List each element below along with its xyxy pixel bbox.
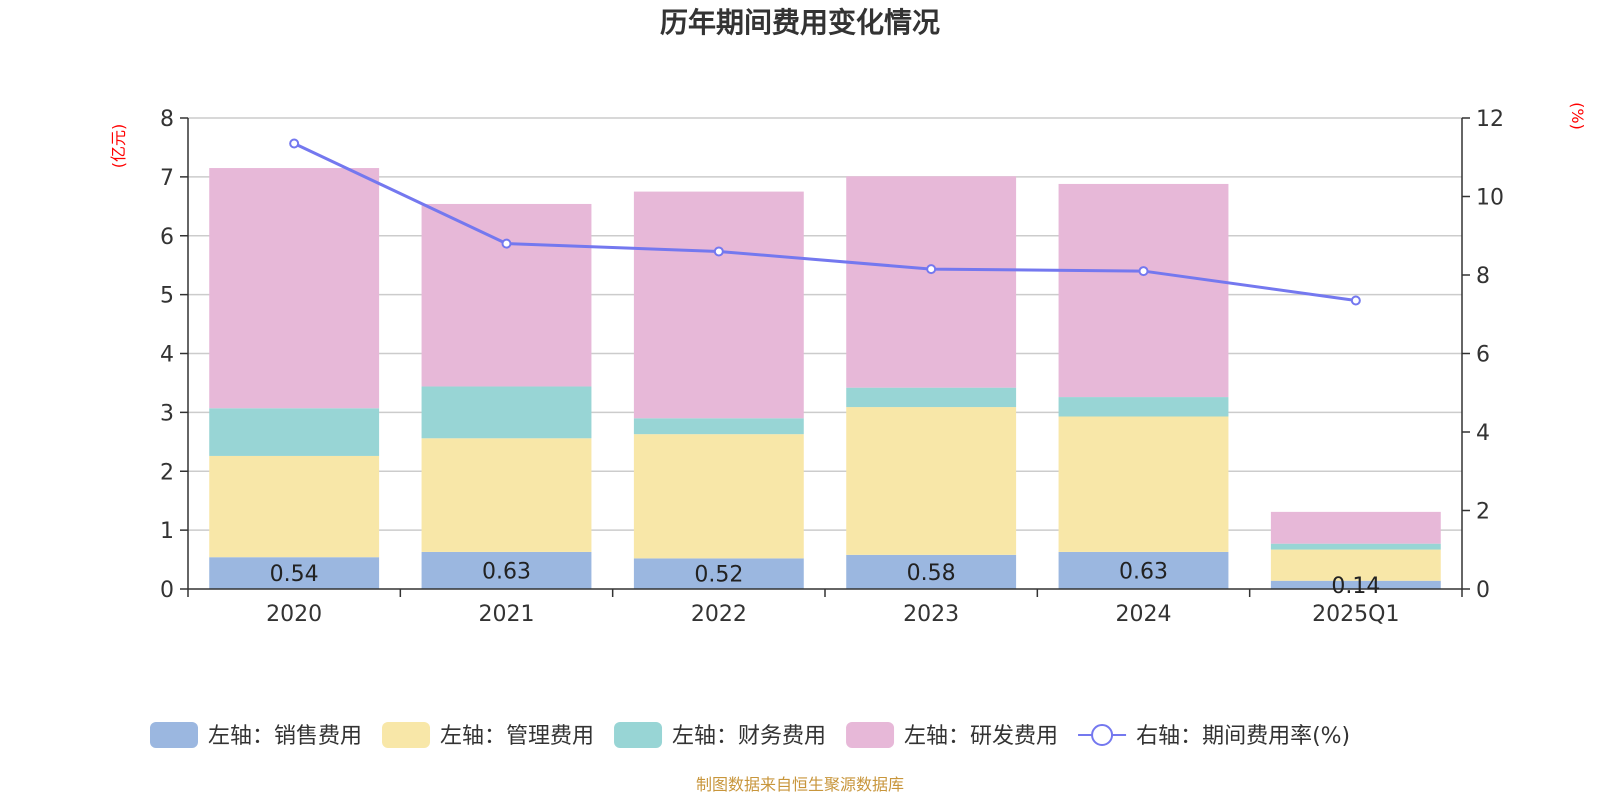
- x-tick-label: 2024: [1116, 602, 1172, 627]
- bar-segment: [1270, 549, 1441, 581]
- bar-segment: [1058, 183, 1229, 398]
- rate-line-path: [293, 142, 1357, 302]
- legend: 左轴：销售费用 左轴：管理费用 左轴：财务费用 左轴：研发费用 右轴：期间费用率(%): [150, 722, 1350, 749]
- bar-data-label: 0.63: [482, 559, 531, 584]
- data-labels: 0.54 0.63 0.52 0.58 0.63 0.14: [270, 559, 1381, 598]
- rate-point: [713, 246, 724, 257]
- bar-segment: [209, 408, 380, 456]
- bar-segment: [209, 455, 380, 558]
- right-tick-label: 10: [1476, 186, 1504, 211]
- legend-item: 左轴：研发费用: [846, 722, 1058, 749]
- legend-item: 左轴：管理费用: [382, 722, 594, 749]
- bar-segment: [1058, 397, 1229, 417]
- rate-point: [1138, 266, 1149, 277]
- right-tick-label: 0: [1476, 578, 1490, 603]
- bar-segment: [1270, 511, 1441, 544]
- bar-segment: [421, 386, 592, 439]
- right-tick-label: 6: [1476, 343, 1490, 368]
- left-tick-label: 7: [160, 166, 174, 191]
- bar-segment: [1270, 543, 1441, 550]
- left-tick-label: 3: [160, 401, 174, 426]
- left-tick-label: 6: [160, 225, 174, 250]
- rate-point: [289, 138, 300, 149]
- legend-swatch: [150, 722, 198, 748]
- left-tick-label: 0: [160, 578, 174, 603]
- right-tick-label: 2: [1476, 500, 1490, 525]
- right-tick-label: 8: [1476, 264, 1490, 289]
- bar-segment: [633, 434, 804, 559]
- legend-label: 左轴：财务费用: [672, 724, 826, 749]
- rate-point: [1350, 295, 1361, 306]
- bar-segment: [633, 418, 804, 435]
- bar-segment: [846, 554, 1017, 589]
- right-tick-label: 12: [1476, 107, 1504, 132]
- left-axis-unit: (亿元): [109, 124, 128, 169]
- bar-segment: [209, 168, 380, 409]
- bar-segment: [1058, 551, 1229, 589]
- grid-lines: [188, 117, 1462, 531]
- x-tick-label: 2022: [691, 602, 747, 627]
- legend-label: 右轴：期间费用率(%): [1136, 724, 1350, 749]
- bars: [209, 168, 1441, 589]
- bar-data-label: 0.14: [1331, 574, 1380, 599]
- left-tick-label: 2: [160, 460, 174, 485]
- data-source: 制图数据来自恒生聚源数据库: [696, 775, 904, 794]
- bar-segment: [846, 176, 1017, 388]
- legend-item: 左轴：销售费用: [150, 722, 362, 749]
- x-tick-label: 2025Q1: [1312, 602, 1399, 627]
- legend-label: 左轴：销售费用: [208, 724, 362, 749]
- x-tick-label: 2023: [903, 602, 959, 627]
- chart-title: 历年期间费用变化情况: [660, 6, 940, 39]
- bar-data-label: 0.54: [270, 562, 319, 587]
- rate-line: [289, 138, 1361, 306]
- left-tick-label: 4: [160, 343, 174, 368]
- bar-segment: [1058, 416, 1229, 552]
- rate-point: [926, 264, 937, 275]
- bar-segment: [1270, 580, 1441, 589]
- x-tick-label: 2020: [266, 602, 322, 627]
- left-tick-label: 8: [160, 107, 174, 132]
- bar-segment: [421, 438, 592, 552]
- bar-segment: [846, 407, 1017, 555]
- rate-point: [501, 238, 512, 249]
- left-tick-label: 5: [160, 284, 174, 309]
- legend-swatch: [382, 722, 431, 748]
- left-tick-label: 1: [160, 519, 174, 544]
- bar-segment: [633, 558, 804, 589]
- legend-item: 右轴：期间费用率(%): [1078, 724, 1350, 749]
- bar-segment: [209, 557, 380, 589]
- x-tick-label: 2021: [479, 602, 535, 627]
- legend-item: 左轴：财务费用: [614, 722, 826, 749]
- legend-marker-swatch: [1091, 724, 1114, 746]
- legend-label: 左轴：管理费用: [440, 724, 594, 749]
- bar-segment: [633, 191, 804, 419]
- legend-swatch: [614, 722, 663, 748]
- legend-swatch: [846, 722, 895, 748]
- bar-segment: [846, 387, 1017, 408]
- bar-segment: [421, 551, 592, 589]
- bar-segment: [421, 203, 592, 387]
- bar-data-label: 0.58: [907, 561, 956, 586]
- right-axis-unit: (%): [1568, 102, 1587, 130]
- right-tick-label: 4: [1476, 421, 1490, 446]
- bar-data-label: 0.52: [694, 563, 743, 588]
- legend-label: 左轴：研发费用: [904, 724, 1058, 749]
- bar-data-label: 0.63: [1119, 559, 1168, 584]
